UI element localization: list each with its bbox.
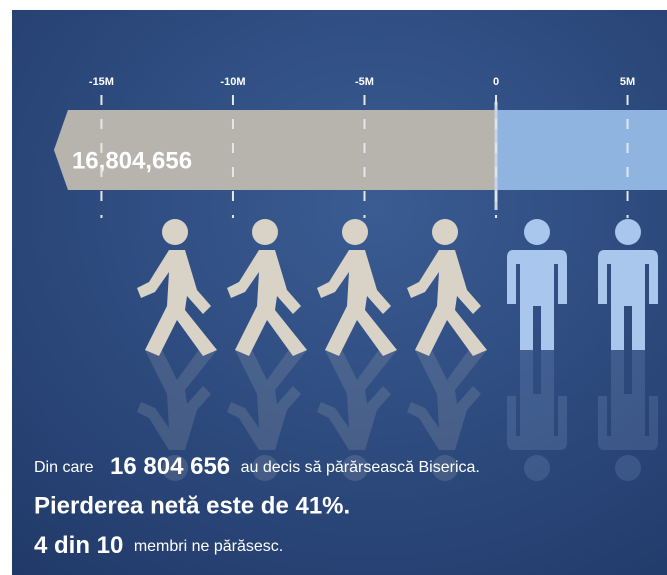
x-tick-label: -5M: [355, 76, 374, 88]
caption-number: 16 804 656: [110, 453, 230, 480]
x-tick-label: -15M: [89, 76, 114, 88]
value-label: 16,804,656: [72, 147, 192, 174]
bar: [53, 110, 497, 190]
x-tick-label: -10M: [220, 76, 245, 88]
caption-line: 4 din 10 membri ne părăsesc.: [34, 532, 283, 559]
caption-text: au decis să părărsească Biserica.: [241, 459, 480, 476]
x-tick-label: 0: [493, 76, 499, 88]
positive-band: [496, 110, 667, 190]
x-tick-label: 5M: [620, 76, 635, 88]
background: [12, 10, 667, 575]
caption-line: Pierderea netă este de 41%.: [34, 492, 350, 519]
caption-line: Din care 16 804 656 au decis să părărsea…: [34, 453, 480, 480]
caption-text: membri ne părăsesc.: [134, 538, 283, 555]
caption-number: 4 din 10: [34, 532, 123, 559]
caption-text: Din care: [34, 459, 94, 476]
